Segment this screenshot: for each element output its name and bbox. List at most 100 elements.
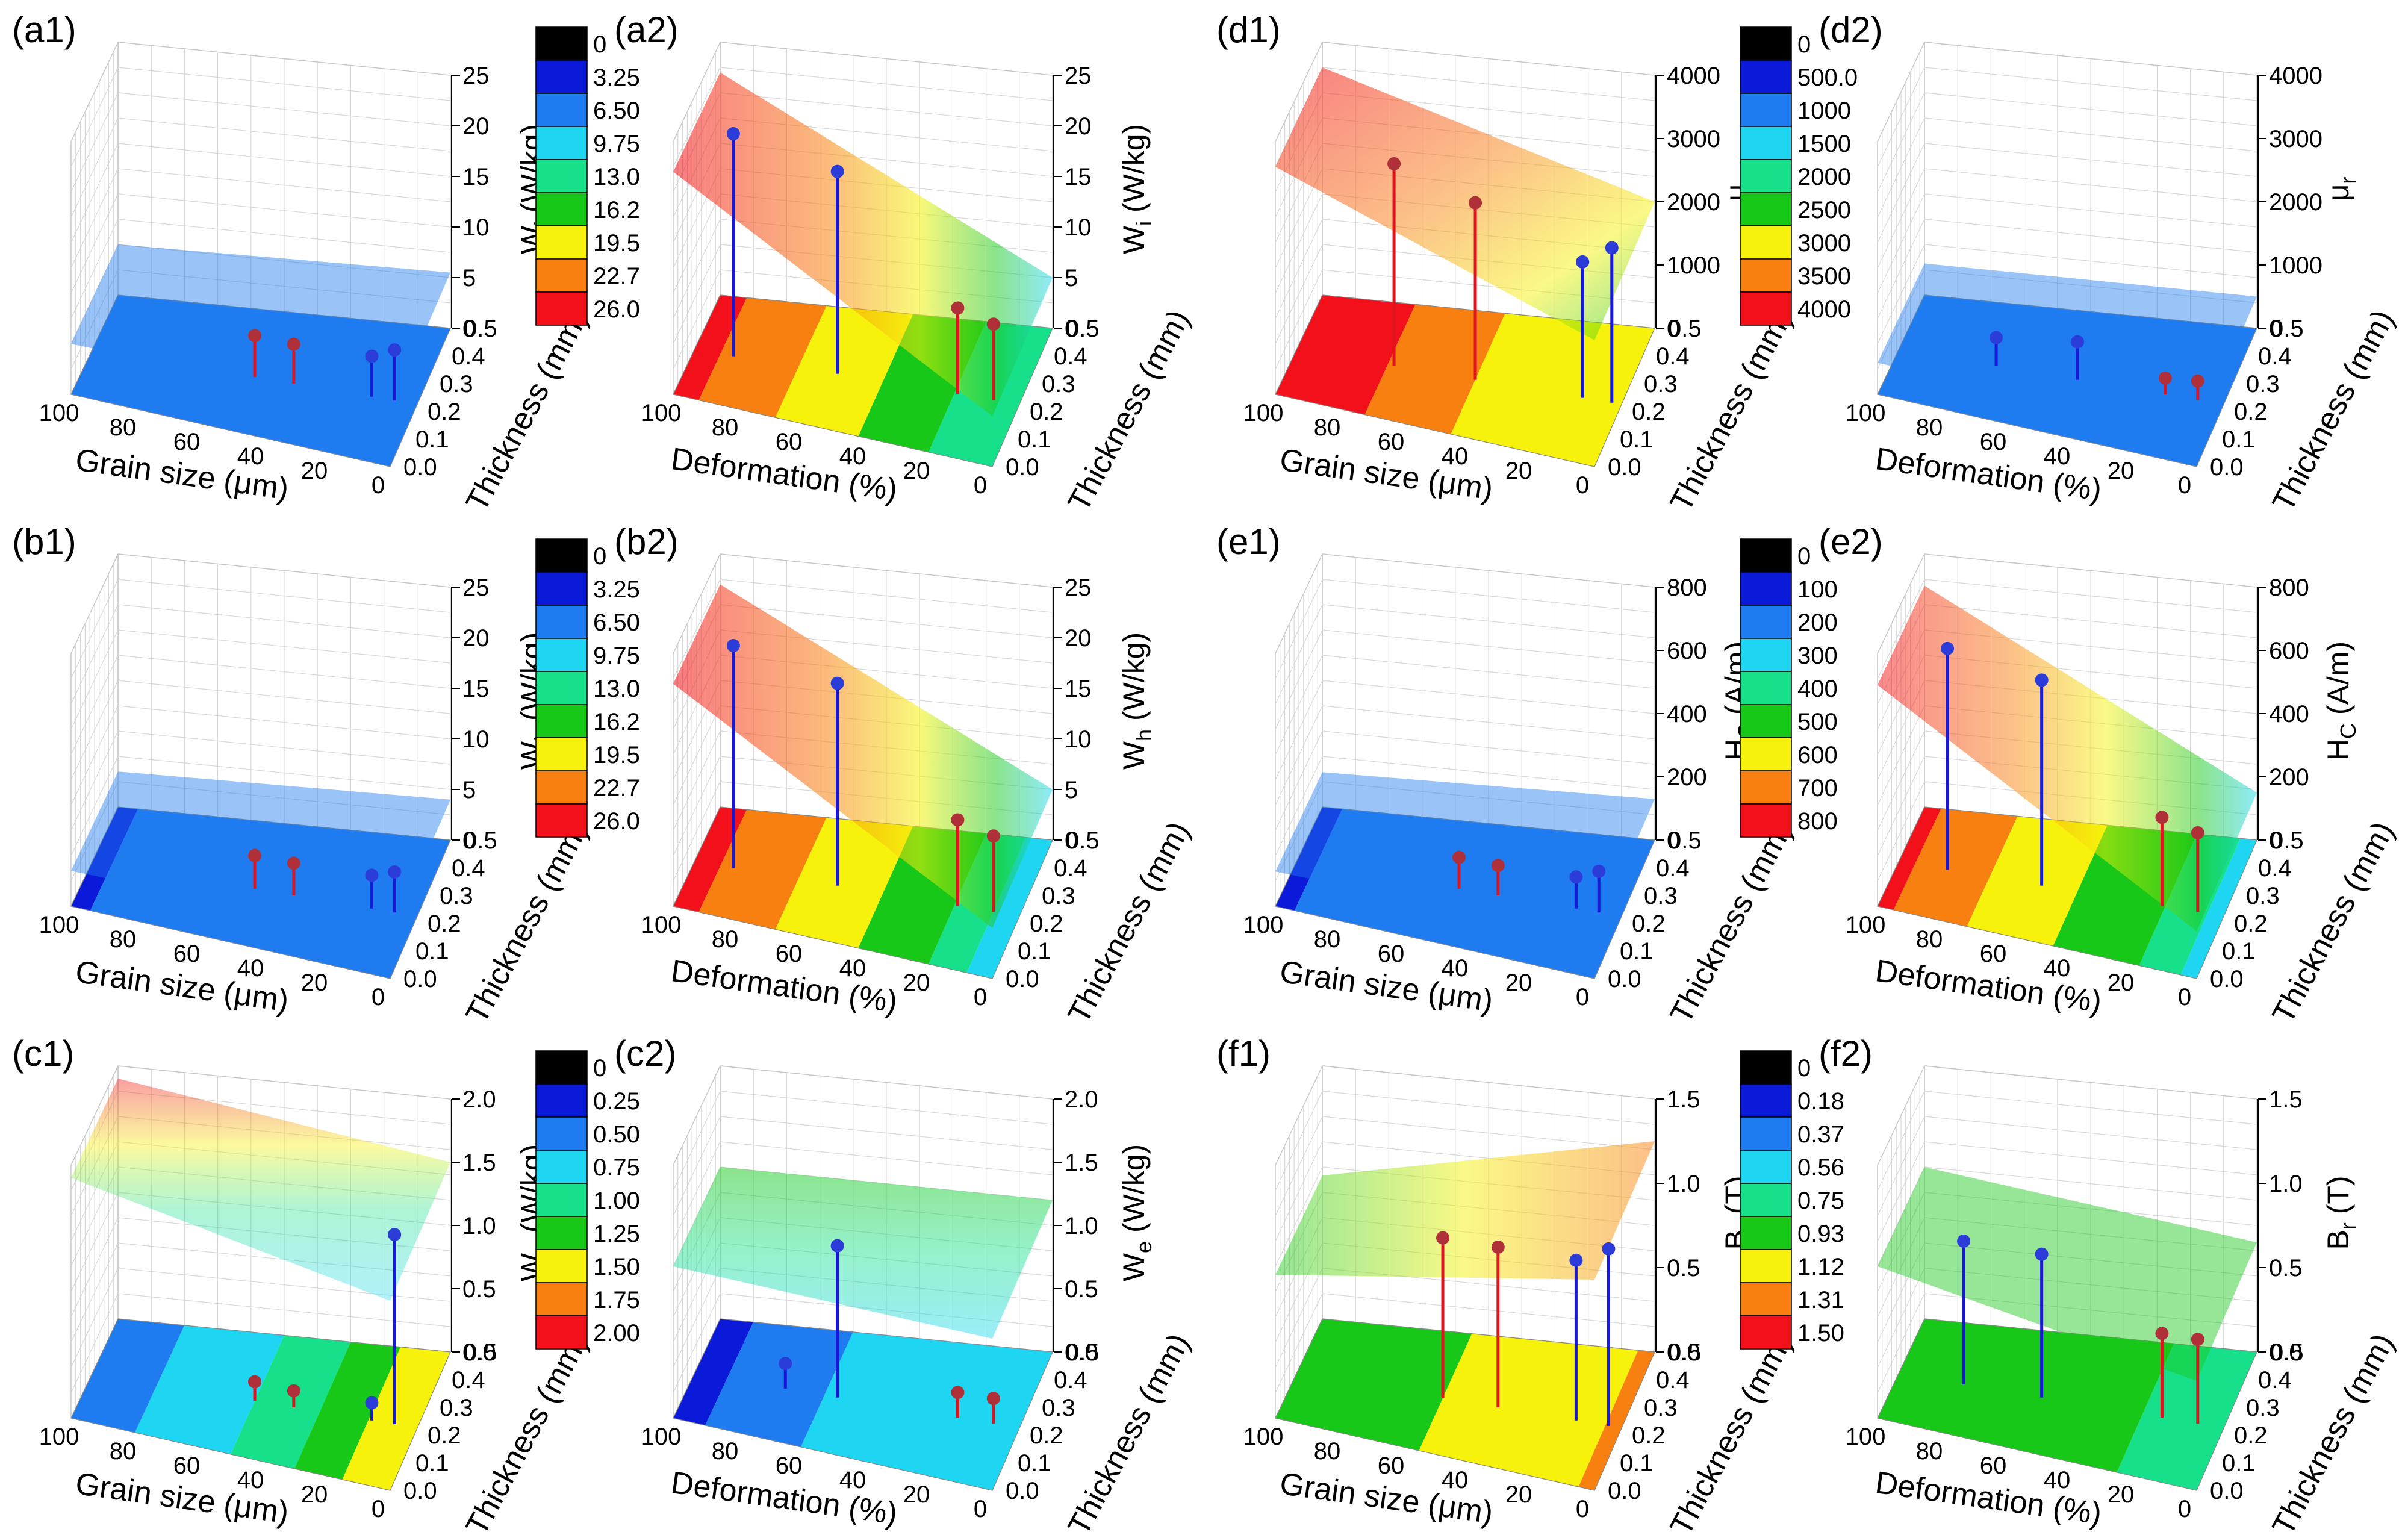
colorbar-swatch [1740,126,1792,160]
grid-line [1877,1166,1925,1267]
z-tick-label: 600 [2269,638,2309,664]
y-tick-label: 0.2 [2234,1422,2268,1449]
grid-line [117,655,451,689]
colorbar-label: 19.5 [593,742,640,768]
grid-line [1924,1116,2257,1150]
colorbar-swatch [535,291,588,326]
grid-line [70,604,119,705]
y-axis: 0.00.10.20.30.40.5 [1006,1339,1100,1504]
y-tick-label: 0.1 [1018,426,1051,453]
grid-line [673,1091,721,1191]
x-axis: 100 80 60 40 20 0 [641,912,988,1010]
stem-marker [388,1228,402,1242]
panel-label: (a2) [614,10,679,50]
floor-band [2117,1344,2257,1490]
colorbar-swatch [1740,1116,1792,1151]
panel-label: (a1) [12,10,76,50]
colorbar-label: 6.50 [593,98,640,124]
grid-line [673,1116,721,1216]
y-tick-label: 0.0 [1006,454,1039,481]
y-tick-label: 0.3 [1644,1395,1678,1421]
floor-band [1275,807,1343,911]
x-tick-label: 0 [2178,984,2191,1010]
y-tick-label: 0.2 [1030,1422,1063,1449]
x-tick-label: 40 [2044,443,2071,470]
z-tick-label: 25 [1065,574,1092,601]
colorbar-swatch [535,737,588,771]
z-tick-label: 10 [1065,726,1092,753]
colorbar-label: 500 [1797,709,1838,735]
x-tick-label: 100 [39,912,79,938]
x-tick-label: 0 [372,1496,385,1522]
z-tick-label: 15 [1065,164,1092,190]
y-tick-label: 0.2 [1632,399,1666,425]
y-tick-label: 0.4 [1656,1367,1690,1393]
y-axis: 0.00.10.20.30.40.5 [403,827,497,992]
grid-line [117,629,451,664]
grid-line [1924,92,2257,126]
grid-line [1322,67,1655,101]
x-tick-label: 60 [1378,1452,1405,1479]
x-axis: 100 80 60 40 20 0 [641,400,988,499]
grid-line [70,92,119,193]
y-tick-label: 0.1 [1620,426,1654,453]
grid-line [117,92,451,126]
z-tick-label: 5 [462,265,476,291]
floor-band [1878,807,1941,910]
floor-band [294,1342,401,1480]
grid-line [117,67,451,101]
z-tick-label: 20 [462,113,490,140]
z-tick-label: 1000 [1667,252,1720,279]
y-tick-label: 0.4 [452,855,485,882]
colorbar-swatch [535,159,588,193]
colorbar-swatch [1740,1183,1792,1217]
x-tick-label: 100 [1243,1424,1284,1450]
z-tick-label: 1000 [2269,252,2322,279]
colorbar-label: 13.0 [593,164,640,190]
colorbar-label: 0.75 [593,1154,640,1181]
stem-marker [986,829,1000,843]
z-axis: 0 5 10 15 20 25 [1053,63,1092,342]
floor-band [71,295,450,467]
colorbar-label: 0 [1797,31,1811,58]
colorbar-label: 22.7 [593,775,640,802]
stem-marker [951,813,965,827]
grid-line [1924,1141,2257,1175]
grid-line [720,579,1053,613]
z-tick-label: 800 [1667,574,1707,601]
z-tick-label: 800 [2269,574,2309,601]
x-tick-label: 40 [2044,955,2071,982]
colorbar-label: 0.18 [1797,1088,1844,1115]
x-tick-label: 40 [839,1467,866,1493]
colorbar-swatch [1740,1315,1792,1350]
z-axis: 0 1000 2000 3000 4000 [1655,63,1720,342]
y-tick-label: 0.5 [1066,316,1100,342]
grid-line [1322,655,1655,689]
y-tick-label: 0.0 [403,1478,437,1504]
colorbar-label: 16.2 [593,197,640,223]
grid-line [1924,67,2257,101]
z-tick-label: 4000 [2269,63,2322,89]
x-tick-label: 100 [1846,400,1886,426]
x-axis: 100 80 60 40 20 0 [1846,1424,2192,1522]
y-tick-label: 0.5 [2270,316,2304,342]
floor-band [2180,838,2257,979]
x-tick-label: 60 [1980,1452,2007,1479]
stem-marker [2035,1247,2049,1261]
y-tick-label: 0.4 [1656,855,1690,882]
grid-line [1275,629,1323,730]
y-axis: 0.00.10.20.30.40.5 [1608,827,1702,992]
stem-marker [1569,1253,1583,1267]
grid-line [70,579,119,679]
panel-grid [70,42,451,395]
colorbar-swatch [1740,1216,1792,1250]
floor-outline [1275,294,1655,467]
colorbar-label: 1.25 [593,1221,640,1247]
stem-marker [2155,1327,2169,1340]
z-axis: 0.00.51.01.5 [2257,1086,2303,1366]
z-tick-label: 0.5 [1065,1276,1098,1303]
stem-marker [1602,1242,1616,1256]
grid-line [1275,1166,1323,1267]
